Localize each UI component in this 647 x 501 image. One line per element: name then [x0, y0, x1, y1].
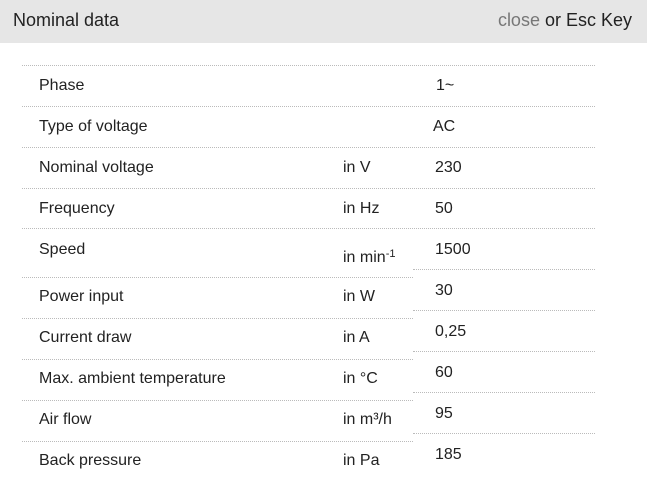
unit-text: in Hz	[343, 200, 380, 217]
unit-text: in Pa	[343, 452, 380, 469]
row-divider	[22, 65, 595, 66]
row-divider	[22, 441, 413, 442]
row-label: Current draw	[39, 329, 132, 346]
row-divider	[22, 188, 595, 189]
row-label: Max. ambient temperature	[39, 370, 226, 387]
dialog-title: Nominal data	[13, 10, 120, 30]
unit-superscript: -1	[385, 248, 396, 260]
unit-text: in V	[343, 159, 371, 176]
row-value: 1500	[435, 241, 471, 258]
esc-key-hint: or Esc Key	[539, 10, 632, 30]
row-divider	[413, 392, 595, 393]
row-value: 1~	[436, 77, 455, 94]
unit-text: in A	[343, 329, 370, 346]
row-divider	[22, 359, 413, 360]
unit-text: in min	[343, 249, 386, 266]
row-divider	[22, 400, 413, 401]
row-unit: in Pa	[343, 451, 379, 471]
row-divider	[22, 277, 413, 278]
row-divider	[22, 318, 413, 319]
row-unit: in min-1	[343, 248, 395, 268]
row-unit: in V	[343, 158, 371, 178]
row-divider	[413, 310, 595, 311]
row-value: 60	[435, 364, 453, 381]
row-divider	[413, 433, 595, 434]
row-divider	[22, 106, 595, 107]
close-link[interactable]: close	[497, 10, 540, 30]
unit-text: in °C	[343, 370, 378, 387]
row-unit: in m³/h	[343, 410, 392, 430]
row-divider	[22, 228, 595, 229]
row-label: Speed	[39, 241, 86, 258]
row-divider	[413, 269, 595, 270]
row-unit: in W	[343, 287, 375, 307]
row-divider	[22, 147, 595, 148]
row-label: Phase	[39, 77, 85, 94]
row-unit: in Hz	[343, 199, 379, 219]
row-label: Air flow	[39, 411, 92, 428]
row-value: AC	[433, 118, 456, 135]
row-label: Frequency	[39, 200, 115, 217]
row-label: Type of voltage	[39, 118, 148, 135]
dialog-header: Nominal data close or Esc Key	[0, 0, 647, 43]
row-value: 95	[435, 405, 453, 422]
row-value: 30	[435, 282, 453, 299]
row-value: 50	[435, 200, 453, 217]
close-hint: close or Esc Key	[498, 10, 632, 31]
row-label: Power input	[39, 288, 124, 305]
unit-text: in m³/h	[343, 411, 392, 428]
unit-text: in W	[343, 288, 375, 305]
row-label: Nominal voltage	[39, 159, 154, 176]
row-divider	[413, 351, 595, 352]
row-label: Back pressure	[39, 452, 142, 469]
row-value: 230	[435, 159, 462, 176]
row-unit: in °C	[343, 369, 378, 389]
row-unit: in A	[343, 328, 370, 348]
row-value: 0,25	[435, 323, 467, 340]
row-value: 185	[435, 446, 462, 463]
